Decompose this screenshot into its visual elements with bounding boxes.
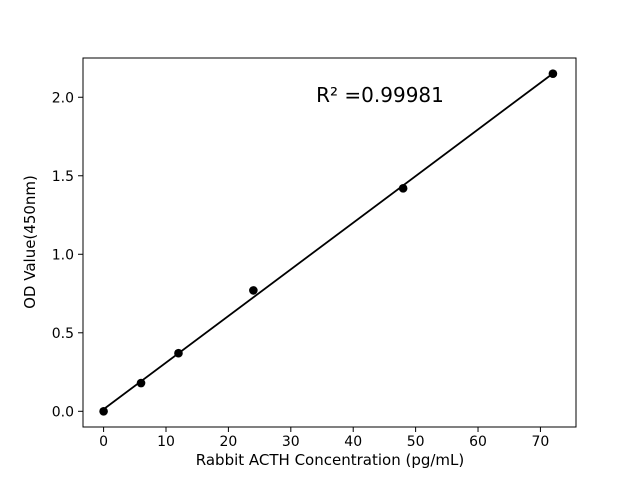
- x-tick-label: 70: [532, 434, 550, 450]
- plot-border: [82, 57, 577, 428]
- y-tick-label: 0.5: [52, 326, 74, 342]
- x-tick-label: 10: [157, 434, 175, 450]
- x-tick-label: 50: [407, 434, 425, 450]
- r-squared-annotation: R² =0.99981: [316, 83, 444, 107]
- plot-area: [83, 58, 576, 427]
- data-point: [398, 184, 408, 193]
- data-point: [136, 378, 146, 388]
- x-tick-label: 30: [282, 434, 300, 450]
- y-tick-label: 2.0: [52, 90, 74, 106]
- data-point: [249, 286, 258, 295]
- data-point: [99, 406, 108, 416]
- data-point: [548, 69, 558, 79]
- x-axis-label: Rabbit ACTH Concentration (pg/mL): [195, 451, 465, 469]
- y-tick-label: 1.0: [52, 247, 74, 263]
- x-tick-label: 40: [344, 434, 362, 450]
- x-tick-label: 60: [469, 434, 487, 450]
- y-tick-label: 1.5: [52, 169, 74, 185]
- x-tick-label: 20: [219, 434, 237, 450]
- x-tick-label: 0: [99, 434, 108, 450]
- data-point: [174, 348, 183, 358]
- y-tick-label: 0.0: [52, 404, 74, 420]
- y-axis-label: OD Value(450nm): [21, 175, 39, 309]
